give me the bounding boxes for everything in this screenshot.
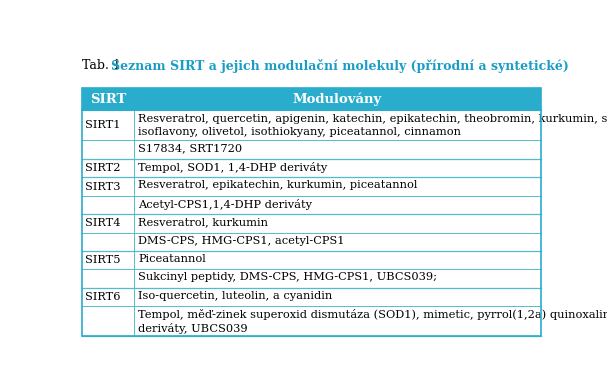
Bar bbox=[81, 141, 541, 159]
Text: SIRT1: SIRT1 bbox=[85, 120, 121, 130]
Bar bbox=[81, 214, 541, 233]
Text: Resveratrol, kurkumin: Resveratrol, kurkumin bbox=[138, 217, 268, 227]
Text: Resveratrol, quercetin, apigenin, katechin, epikatechin, theobromin, kurkumin, s: Resveratrol, quercetin, apigenin, katech… bbox=[138, 113, 607, 137]
Bar bbox=[81, 288, 541, 306]
Bar bbox=[81, 89, 541, 110]
Text: Piceatannol: Piceatannol bbox=[138, 254, 206, 264]
Bar bbox=[81, 177, 541, 196]
Text: S17834, SRT1720: S17834, SRT1720 bbox=[138, 143, 242, 154]
Text: Acetyl-CPS1,1,4-DHP deriváty: Acetyl-CPS1,1,4-DHP deriváty bbox=[138, 199, 312, 210]
Bar bbox=[81, 110, 541, 141]
Text: SIRT4: SIRT4 bbox=[85, 219, 121, 228]
Text: SIRT6: SIRT6 bbox=[85, 292, 121, 302]
Bar bbox=[81, 251, 541, 269]
Bar bbox=[81, 89, 541, 337]
Text: Modulovány: Modulovány bbox=[293, 93, 382, 106]
Text: SIRT5: SIRT5 bbox=[85, 255, 121, 265]
Text: DMS-CPS, HMG-CPS1, acetyl-CPS1: DMS-CPS, HMG-CPS1, acetyl-CPS1 bbox=[138, 236, 345, 246]
Text: Tab. 1: Tab. 1 bbox=[81, 59, 120, 72]
Bar bbox=[81, 269, 541, 288]
Text: Tempol, SOD1, 1,4-DHP deriváty: Tempol, SOD1, 1,4-DHP deriváty bbox=[138, 162, 327, 173]
Text: SIRT3: SIRT3 bbox=[85, 181, 121, 191]
Text: Iso-quercetin, luteolin, a cyanidin: Iso-quercetin, luteolin, a cyanidin bbox=[138, 291, 333, 301]
Bar bbox=[81, 306, 541, 337]
Text: SIRT: SIRT bbox=[90, 93, 126, 106]
Text: Seznam SIRT a jejich modulační molekuly (přírodní a syntetické): Seznam SIRT a jejich modulační molekuly … bbox=[111, 59, 569, 73]
Bar bbox=[81, 196, 541, 214]
Text: Tempol, měď-zinek superoxid dismutáza (SOD1), mimetic, pyrrol(1,2a) quinoxalin
d: Tempol, měď-zinek superoxid dismutáza (S… bbox=[138, 309, 607, 334]
Bar bbox=[81, 233, 541, 251]
Text: Sukcinyl peptidy, DMS-CPS, HMG-CPS1, UBCS039;: Sukcinyl peptidy, DMS-CPS, HMG-CPS1, UBC… bbox=[138, 272, 437, 282]
Bar bbox=[81, 159, 541, 177]
Text: SIRT2: SIRT2 bbox=[85, 163, 121, 173]
Text: Resveratrol, epikatechin, kurkumin, piceatannol: Resveratrol, epikatechin, kurkumin, pice… bbox=[138, 180, 418, 190]
